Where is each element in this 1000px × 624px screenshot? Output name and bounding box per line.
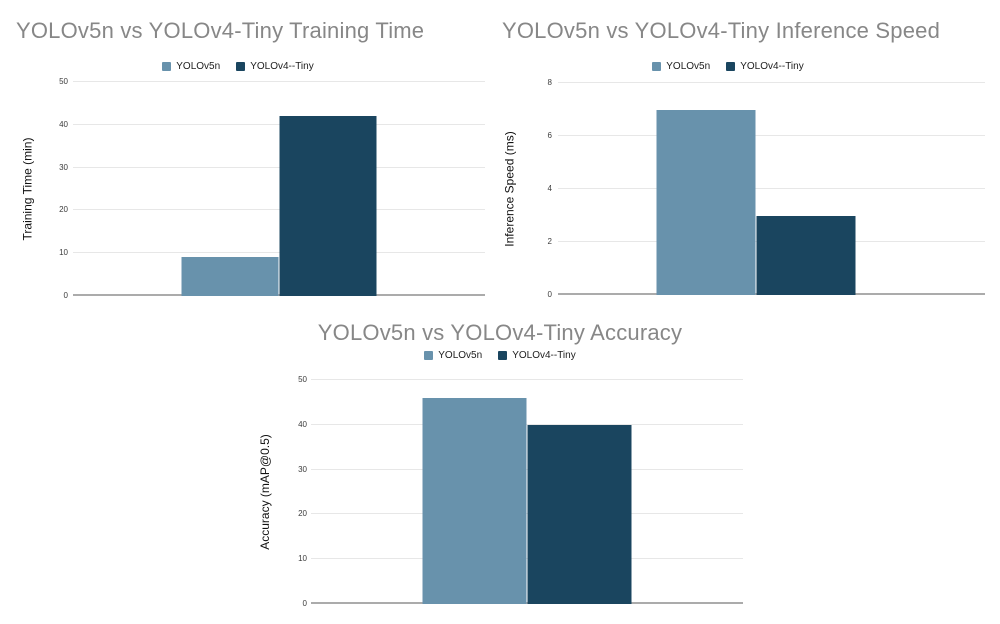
bar-group [181, 82, 377, 296]
legend-swatch [652, 61, 662, 71]
gridline [311, 513, 743, 515]
y-tick-label: 50 [59, 77, 68, 86]
training-time-chart: YOLOv5n vs YOLOv4-Tiny Training Time YOL… [0, 0, 500, 310]
gridline [311, 558, 743, 560]
gridline [73, 166, 485, 168]
bar-group [422, 380, 632, 604]
chart-title: YOLOv5n vs YOLOv4-Tiny Inference Speed [502, 18, 941, 43]
gridline [311, 379, 743, 380]
y-tick-label: 20 [59, 205, 68, 215]
inference-speed-chart: YOLOv5n vs YOLOv4-Tiny Inference Speed Y… [500, 0, 1000, 310]
bar-yolov5n [656, 109, 755, 295]
gridline [558, 82, 985, 83]
y-tick-label: 4 [547, 184, 552, 193]
y-tick-label: 40 [298, 419, 307, 429]
bar-yolov4-tiny [527, 424, 632, 604]
y-axis-tick-labels: 0 2 4 6 8 [500, 79, 552, 299]
legend-label: YOLOv4--Tiny [512, 349, 576, 361]
gridline [311, 423, 743, 425]
legend-item: YOLOv5n [162, 61, 220, 72]
gridline [73, 209, 485, 211]
y-tick-label: 0 [63, 291, 68, 300]
plot-area [73, 81, 485, 296]
y-tick-label: 2 [547, 237, 552, 246]
y-tick-label: 0 [547, 290, 552, 299]
y-tick-label: 30 [59, 162, 68, 172]
y-tick-label: 20 [298, 509, 307, 519]
y-tick-label: 50 [298, 375, 307, 384]
accuracy-chart: YOLOv5n vs YOLOv4-Tiny Accuracy YOLOv5n Y… [230, 312, 770, 624]
legend-item: YOLOv5n [424, 350, 482, 361]
legend-item: YOLOv4--Tiny [498, 350, 576, 361]
chart-legend: YOLOv5n YOLOv4--Tiny [230, 349, 770, 361]
bar-yolov5n [181, 257, 279, 296]
y-tick-label: 6 [547, 131, 552, 140]
bar-yolov5n [422, 397, 527, 604]
gridline [73, 123, 485, 125]
y-tick-label: 10 [298, 554, 307, 564]
legend-label: YOLOv5n [438, 349, 483, 361]
legend-swatch [424, 350, 434, 360]
legend-swatch [236, 61, 246, 71]
legend-label: YOLOv4--Tiny [250, 60, 314, 72]
gridline [558, 188, 985, 189]
chart-title: YOLOv5n vs YOLOv4-Tiny Training Time [16, 18, 425, 43]
chart-title: YOLOv5n vs YOLOv4-Tiny Accuracy [317, 320, 683, 345]
gridline [558, 135, 985, 136]
gridline [73, 252, 485, 254]
y-tick-label: 8 [547, 78, 552, 87]
legend-swatch [726, 61, 736, 71]
legend-item: YOLOv4--Tiny [236, 61, 314, 72]
chart-legend: YOLOv5n YOLOv4--Tiny [0, 60, 476, 72]
y-tick-label: 10 [59, 248, 68, 258]
legend-swatch [162, 61, 172, 71]
y-tick-label: 0 [302, 599, 307, 608]
legend-label: YOLOv4--Tiny [740, 60, 804, 72]
gridline [311, 468, 743, 470]
legend-label: YOLOv5n [666, 60, 711, 72]
x-axis-line [73, 294, 485, 296]
y-axis-tick-labels: 0 10 20 30 40 50 [230, 376, 307, 608]
y-tick-label: 40 [59, 119, 68, 129]
y-axis-tick-labels: 0 10 20 30 40 50 [0, 78, 68, 300]
bar-group [656, 83, 855, 295]
legend-label: YOLOv5n [176, 60, 221, 72]
legend-swatch [498, 350, 508, 360]
legend-item: YOLOv5n [652, 61, 710, 72]
chart-legend: YOLOv5n YOLOv4--Tiny [500, 60, 956, 72]
y-tick-label: 30 [298, 464, 307, 474]
bar-yolov4-tiny [756, 215, 855, 295]
plot-area [311, 379, 743, 604]
bar-yolov4-tiny [279, 116, 377, 296]
gridline [73, 81, 485, 82]
plot-area [558, 82, 985, 295]
x-axis-line [311, 602, 743, 604]
legend-item: YOLOv4--Tiny [726, 61, 804, 72]
